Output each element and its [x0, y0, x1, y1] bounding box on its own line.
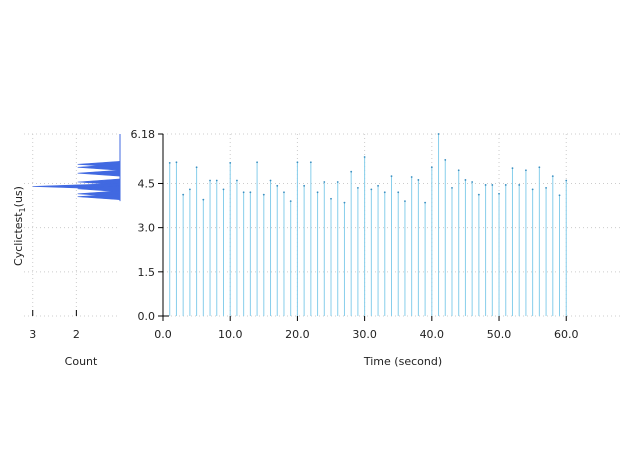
stem-marker	[437, 133, 440, 135]
x-tick-label: 40.0	[420, 328, 445, 341]
stem-marker	[370, 188, 373, 191]
stem-marker	[350, 170, 353, 173]
stem-marker	[471, 181, 474, 183]
x-tick-label: 50.0	[487, 328, 512, 341]
stem-marker	[383, 191, 386, 194]
stem-marker	[390, 175, 393, 178]
stem-marker	[309, 161, 312, 164]
stem-marker	[498, 192, 500, 195]
stem-marker	[209, 179, 211, 182]
x-tick-label: 20.0	[285, 328, 310, 341]
tick-labels: 0.0 1.5 3.0 4.5 6.18 0.0 10.0 20.0 30.0 40.0 50.0 6…	[29, 128, 578, 341]
stem-marker	[525, 169, 527, 172]
stem-marker	[484, 184, 487, 186]
x-tick-label: 10.0	[218, 328, 243, 341]
stem-marker	[229, 161, 232, 164]
axes	[32, 133, 567, 321]
stem-marker	[363, 156, 366, 158]
stem-marker	[256, 161, 258, 164]
stem-marker	[538, 166, 541, 169]
stem-marker	[404, 200, 406, 203]
stem-marker	[195, 166, 198, 169]
y-axis-title: Cyclictest1(us)	[12, 186, 27, 266]
stem-marker	[276, 184, 279, 187]
stem-marker	[531, 188, 534, 191]
stem-marker	[242, 191, 245, 194]
stem-marker	[316, 191, 319, 194]
stem-marker	[417, 179, 420, 181]
stem-marker	[377, 184, 379, 187]
stem-marker	[249, 191, 252, 194]
y-tick-label: 6.18	[131, 128, 156, 141]
stem-marker	[330, 197, 332, 200]
x-tick-label: 60.0	[554, 328, 579, 341]
stem-marker	[303, 184, 306, 187]
y-tick-label: 3.0	[138, 222, 156, 235]
stem-marker	[175, 161, 178, 164]
stem-marker	[182, 193, 185, 196]
stem-marker	[296, 161, 299, 164]
stem-marker	[168, 161, 171, 164]
histogram-x-tick-label: 2	[73, 328, 80, 341]
stem-series	[168, 133, 568, 316]
histogram-bars	[32, 161, 121, 201]
stem-marker	[551, 175, 554, 178]
y-tick-label: 1.5	[138, 266, 156, 279]
stem-marker	[215, 179, 218, 182]
histogram-bar	[77, 169, 121, 177]
stem-marker	[236, 179, 238, 182]
y-tick-label: 4.5	[138, 177, 156, 190]
stem-marker	[424, 201, 427, 204]
stem-marker	[283, 191, 285, 194]
stem-marker	[188, 188, 191, 191]
x-tick-label: 30.0	[352, 328, 377, 341]
histogram-x-tick-label: 3	[29, 328, 36, 341]
stem-marker	[558, 194, 561, 197]
stem-marker	[511, 167, 514, 170]
stem-marker	[451, 186, 453, 189]
stem-marker	[491, 184, 494, 186]
stem-marker	[202, 198, 205, 201]
stem-marker	[343, 201, 346, 204]
stem-marker	[477, 193, 480, 196]
x-axis-title: Time (second)	[363, 355, 442, 368]
stem-marker	[397, 191, 400, 194]
stem-marker	[269, 179, 272, 182]
histogram-grid	[24, 133, 120, 317]
stem-marker	[518, 184, 521, 186]
stem-marker	[222, 188, 225, 191]
stem-marker	[457, 169, 460, 172]
stem-marker	[356, 186, 359, 189]
histogram-x-axis-title: Count	[65, 355, 98, 368]
stem-marker	[545, 186, 547, 189]
stem-marker	[410, 176, 413, 178]
stem-marker	[504, 184, 507, 186]
stem-marker	[336, 181, 339, 183]
stem-marker	[430, 166, 433, 169]
stem-marker	[262, 193, 265, 196]
stem-marker	[289, 200, 292, 203]
stem-marker	[565, 179, 568, 182]
y-tick-label: 0.0	[138, 310, 156, 323]
stem-marker	[323, 181, 326, 183]
x-tick-label: 0.0	[154, 328, 172, 341]
stem-marker	[464, 179, 467, 181]
stem-marker	[444, 159, 447, 161]
